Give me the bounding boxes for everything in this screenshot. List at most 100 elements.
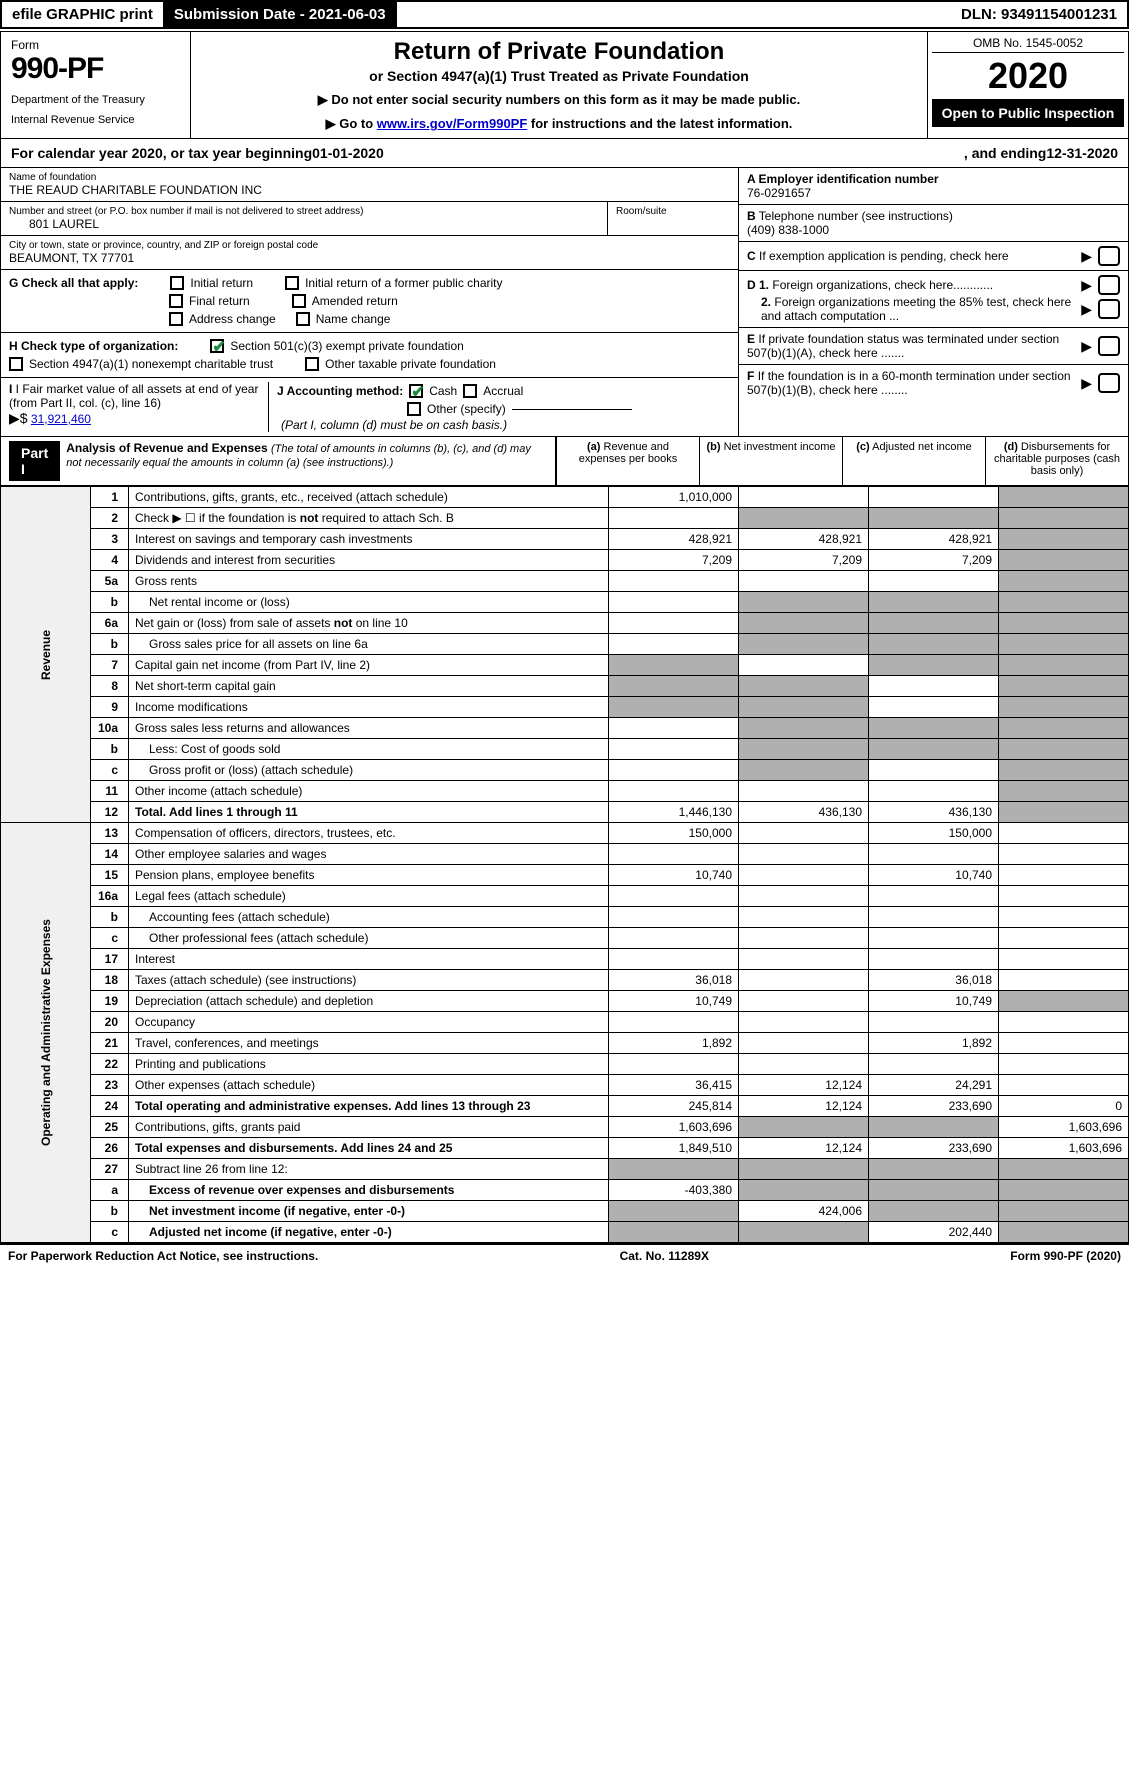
line-number: 22 xyxy=(91,1054,129,1075)
line-number: c xyxy=(91,928,129,949)
cell-a: 7,209 xyxy=(609,550,739,571)
line-description: Interest xyxy=(129,949,609,970)
table-row: bNet investment income (if negative, ent… xyxy=(1,1201,1129,1222)
amended-return-checkbox[interactable] xyxy=(292,294,306,308)
cell-a xyxy=(609,907,739,928)
cell-a: 428,921 xyxy=(609,529,739,550)
irs-link[interactable]: www.irs.gov/Form990PF xyxy=(377,116,528,131)
initial-return-checkbox[interactable] xyxy=(170,276,184,290)
cell-b xyxy=(739,781,869,802)
line-description: Interest on savings and temporary cash i… xyxy=(129,529,609,550)
line-description: Legal fees (attach schedule) xyxy=(129,886,609,907)
cell-d xyxy=(999,739,1129,760)
cash-checkbox[interactable] xyxy=(409,384,423,398)
top-bar: efile GRAPHIC print Submission Date - 20… xyxy=(0,0,1129,29)
cell-b xyxy=(739,823,869,844)
fmv-link[interactable]: 31,921,460 xyxy=(31,412,91,426)
line-number: b xyxy=(91,634,129,655)
other-method-checkbox[interactable] xyxy=(407,402,421,416)
cell-a xyxy=(609,634,739,655)
cell-c: 7,209 xyxy=(869,550,999,571)
cell-a: 1,849,510 xyxy=(609,1138,739,1159)
line-description: Check ▶ ☐ if the foundation is not requi… xyxy=(129,508,609,529)
line-description: Adjusted net income (if negative, enter … xyxy=(129,1222,609,1243)
cell-b xyxy=(739,655,869,676)
table-row: bLess: Cost of goods sold xyxy=(1,739,1129,760)
table-row: 16aLegal fees (attach schedule) xyxy=(1,886,1129,907)
cell-d xyxy=(999,697,1129,718)
line-number: 24 xyxy=(91,1096,129,1117)
cell-a xyxy=(609,781,739,802)
cell-a xyxy=(609,760,739,781)
line-number: 12 xyxy=(91,802,129,823)
cell-b: 12,124 xyxy=(739,1138,869,1159)
initial-former-checkbox[interactable] xyxy=(285,276,299,290)
cell-d xyxy=(999,970,1129,991)
cell-b xyxy=(739,697,869,718)
line-number: 15 xyxy=(91,865,129,886)
cell-b: 12,124 xyxy=(739,1096,869,1117)
line-number: 4 xyxy=(91,550,129,571)
cell-d xyxy=(999,928,1129,949)
f-checkbox[interactable] xyxy=(1098,373,1120,393)
cell-b: 7,209 xyxy=(739,550,869,571)
table-row: bGross sales price for all assets on lin… xyxy=(1,634,1129,655)
accrual-checkbox[interactable] xyxy=(463,384,477,398)
d1-checkbox[interactable] xyxy=(1098,275,1120,295)
501c3-checkbox[interactable] xyxy=(210,339,224,353)
c-checkbox[interactable] xyxy=(1098,246,1120,266)
part1-title: Analysis of Revenue and Expenses xyxy=(66,441,267,455)
cell-b xyxy=(739,739,869,760)
line-number: b xyxy=(91,739,129,760)
line-number: c xyxy=(91,760,129,781)
line-description: Other professional fees (attach schedule… xyxy=(129,928,609,949)
cell-c xyxy=(869,886,999,907)
line-description: Printing and publications xyxy=(129,1054,609,1075)
address-change-checkbox[interactable] xyxy=(169,312,183,326)
4947a1-checkbox[interactable] xyxy=(9,357,23,371)
cell-b xyxy=(739,760,869,781)
line-description: Gross profit or (loss) (attach schedule) xyxy=(129,760,609,781)
cell-a xyxy=(609,508,739,529)
col-d-header: (d) Disbursements for charitable purpose… xyxy=(985,437,1128,485)
dept-treasury: Department of the Treasury xyxy=(11,94,180,106)
instr-goto: ▶ Go to www.irs.gov/Form990PF for instru… xyxy=(197,116,921,132)
cell-b xyxy=(739,1159,869,1180)
cell-c xyxy=(869,1180,999,1201)
h-section: H Check type of organization: Section 50… xyxy=(1,333,738,378)
cell-d xyxy=(999,865,1129,886)
name-change-checkbox[interactable] xyxy=(296,312,310,326)
line-description: Excess of revenue over expenses and disb… xyxy=(129,1180,609,1201)
line-description: Other income (attach schedule) xyxy=(129,781,609,802)
cell-b xyxy=(739,571,869,592)
table-row: 7Capital gain net income (from Part IV, … xyxy=(1,655,1129,676)
open-public: Open to Public Inspection xyxy=(932,99,1124,127)
cell-a: 36,415 xyxy=(609,1075,739,1096)
line-number: 1 xyxy=(91,487,129,508)
line-number: 14 xyxy=(91,844,129,865)
cell-c xyxy=(869,634,999,655)
c-cell: C If exemption application is pending, c… xyxy=(739,242,1128,271)
dln-label: DLN: 93491154001231 xyxy=(951,2,1127,27)
other-taxable-checkbox[interactable] xyxy=(305,357,319,371)
cell-d xyxy=(999,1012,1129,1033)
final-return-checkbox[interactable] xyxy=(169,294,183,308)
line-number: 20 xyxy=(91,1012,129,1033)
table-row: aExcess of revenue over expenses and dis… xyxy=(1,1180,1129,1201)
cell-c xyxy=(869,1117,999,1138)
irs-label: Internal Revenue Service xyxy=(11,114,180,126)
table-row: cGross profit or (loss) (attach schedule… xyxy=(1,760,1129,781)
d2-checkbox[interactable] xyxy=(1098,299,1120,319)
table-row: 4Dividends and interest from securities7… xyxy=(1,550,1129,571)
year-box: OMB No. 1545-0052 2020 Open to Public In… xyxy=(928,32,1128,138)
cell-a: 10,749 xyxy=(609,991,739,1012)
table-row: 19Depreciation (attach schedule) and dep… xyxy=(1,991,1129,1012)
table-row: 23Other expenses (attach schedule)36,415… xyxy=(1,1075,1129,1096)
cell-b xyxy=(739,1180,869,1201)
line-description: Other expenses (attach schedule) xyxy=(129,1075,609,1096)
cell-b xyxy=(739,508,869,529)
line-description: Contributions, gifts, grants, etc., rece… xyxy=(129,487,609,508)
cell-b: 424,006 xyxy=(739,1201,869,1222)
cell-d xyxy=(999,718,1129,739)
e-checkbox[interactable] xyxy=(1098,336,1120,356)
